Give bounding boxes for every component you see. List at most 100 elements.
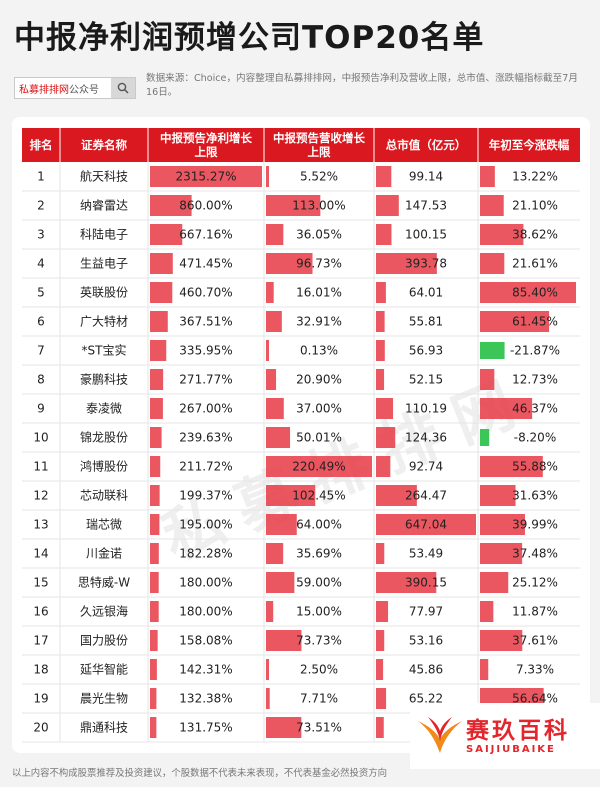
search-icon[interactable] (111, 78, 135, 98)
profit-bar (150, 311, 168, 332)
market-cap-label: 56.93 (409, 344, 443, 358)
profit-bar (150, 282, 173, 303)
profit-label: 180.00% (179, 605, 232, 619)
market-cap-bar (376, 543, 385, 564)
name-cell: 广大特材 (80, 314, 128, 329)
profit-label: 182.28% (179, 547, 232, 561)
column-header-3: 上限 (308, 145, 331, 159)
change-bar (480, 311, 550, 332)
profit-label: 367.51% (179, 315, 232, 329)
change-label: 7.33% (516, 663, 554, 677)
name-cell: 芯动联科 (80, 489, 128, 503)
profit-label: 335.95% (179, 344, 232, 358)
profit-label: 132.38% (179, 692, 232, 706)
revenue-bar (266, 514, 297, 535)
market-cap-bar (376, 166, 392, 187)
market-cap-label: 65.22 (409, 692, 443, 706)
revenue-bar (266, 253, 313, 274)
change-bar (480, 456, 543, 477)
market-cap-bar (376, 195, 399, 216)
profit-label: 142.31% (179, 663, 232, 677)
revenue-bar (266, 543, 284, 564)
change-bar (480, 485, 516, 506)
revenue-label: 220.49% (292, 460, 345, 474)
market-cap-label: 147.53 (405, 199, 447, 213)
rank-cell: 8 (37, 373, 45, 387)
change-label: 21.10% (512, 199, 558, 213)
change-bar (480, 572, 509, 593)
profit-bar (150, 630, 158, 651)
market-cap-bar (376, 340, 385, 361)
market-cap-bar (376, 427, 396, 448)
profit-bar (150, 543, 159, 564)
market-cap-label: 390.15 (405, 576, 447, 590)
profit-label: 667.16% (179, 228, 232, 242)
revenue-bar (266, 340, 269, 361)
market-cap-bar (376, 282, 386, 303)
name-cell: 英联股份 (80, 286, 128, 300)
change-label: 31.63% (512, 489, 558, 503)
revenue-bar (266, 717, 302, 738)
revenue-label: 113.00% (292, 199, 345, 213)
market-cap-bar (376, 514, 476, 535)
revenue-label: 96.73% (296, 257, 342, 271)
name-cell: 川金诺 (86, 546, 122, 561)
market-cap-label: 647.04 (405, 518, 447, 532)
profit-bar (150, 253, 173, 274)
change-label: 55.88% (512, 460, 558, 474)
market-cap-label: 53.16 (409, 634, 443, 648)
change-bar (480, 282, 576, 303)
revenue-bar (266, 427, 291, 448)
change-label: 25.12% (512, 576, 558, 590)
market-cap-bar (376, 572, 437, 593)
disclaimer: 以上内容不构成股票推荐及投资建议，个股数据不代表未来表现，不代表基金必然投资方向 (12, 768, 388, 779)
market-cap-label: 92.74 (409, 460, 443, 474)
change-bar (480, 514, 525, 535)
change-label: 37.61% (512, 634, 558, 648)
revenue-bar (266, 688, 270, 709)
revenue-label: 15.00% (296, 605, 342, 619)
profit-bar (150, 688, 157, 709)
revenue-label: 36.05% (296, 228, 342, 242)
profit-bar (150, 340, 167, 361)
rank-cell: 16 (33, 605, 48, 619)
revenue-label: 32.91% (296, 315, 342, 329)
rank-cell: 12 (33, 489, 48, 503)
rank-cell: 7 (37, 344, 45, 358)
change-bar (480, 398, 533, 419)
change-bar-negative (480, 429, 490, 446)
revenue-label: 102.45% (292, 489, 345, 503)
market-cap-label: 110.19 (405, 402, 447, 416)
change-bar (480, 224, 524, 245)
profit-bar (150, 166, 262, 187)
rank-cell: 14 (33, 547, 48, 561)
profit-label: 460.70% (179, 286, 232, 300)
change-bar (480, 195, 504, 216)
profit-label: 271.77% (179, 373, 232, 387)
name-cell: 延华智能 (80, 662, 128, 677)
market-cap-bar (376, 601, 389, 622)
profit-label: 2315.27% (175, 170, 236, 184)
change-label: 38.62% (512, 228, 558, 242)
column-header-2: 上限 (195, 145, 218, 159)
market-cap-label: 52.15 (409, 373, 443, 387)
change-label: 56.64% (512, 692, 558, 706)
revenue-bar (266, 572, 295, 593)
change-bar-negative (480, 342, 505, 359)
name-cell: *ST宝实 (82, 343, 127, 358)
revenue-bar (266, 456, 372, 477)
search-box[interactable]: 私募排排网公众号 (14, 77, 136, 99)
rank-cell: 9 (37, 402, 45, 416)
name-cell: 瑞芯微 (86, 518, 122, 532)
search-brand: 私募排排网公众号 (19, 84, 99, 96)
change-bar (480, 630, 523, 651)
revenue-label: 16.01% (296, 286, 342, 300)
market-cap-bar (376, 456, 391, 477)
market-cap-label: 99.14 (409, 170, 443, 184)
market-cap-label: 53.49 (409, 547, 443, 561)
change-bar (480, 369, 495, 390)
source-note: 数据来源：Choice，内容整理自私募排排网，中报预告净利及营收上限，总市值、涨… (146, 73, 578, 98)
revenue-bar (266, 282, 274, 303)
change-label: 39.99% (512, 518, 558, 532)
revenue-bar (266, 398, 284, 419)
